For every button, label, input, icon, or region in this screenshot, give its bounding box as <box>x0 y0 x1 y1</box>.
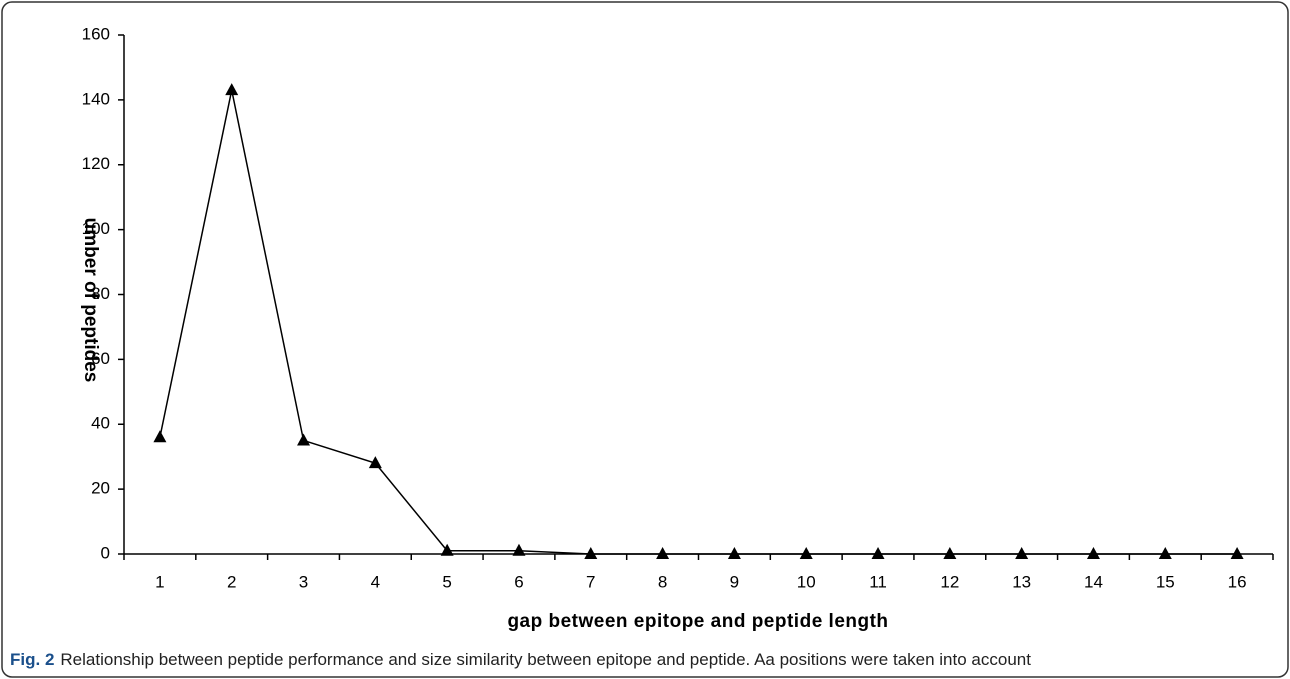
marker <box>512 543 526 556</box>
x-tick-label: 1 <box>155 572 164 591</box>
marker <box>440 543 454 556</box>
x-axis-label: gap between epitope and peptide length <box>507 611 888 632</box>
y-tick-label: 160 <box>82 24 110 43</box>
marker <box>871 547 885 559</box>
marker <box>297 433 311 446</box>
marker <box>153 430 167 443</box>
x-tick-label: 11 <box>869 572 887 591</box>
marker <box>368 456 382 469</box>
line <box>159 89 1238 555</box>
caption-label: Fig. 2 <box>10 650 54 669</box>
y-tick-label: 120 <box>82 154 110 173</box>
y-tick-label: 80 <box>91 284 110 303</box>
x-tick-label: 13 <box>1012 572 1031 591</box>
marker <box>656 547 670 559</box>
marker <box>727 547 741 559</box>
x-tick-label: 15 <box>1156 572 1175 591</box>
marker <box>584 547 598 559</box>
marker <box>943 547 957 559</box>
caption-text: Relationship between peptide performance… <box>60 650 1031 669</box>
x-tick-label: 4 <box>371 572 380 591</box>
y-tick-label: 40 <box>91 414 110 433</box>
marker <box>1230 547 1244 559</box>
marker <box>1015 547 1029 559</box>
x-tick-label: 12 <box>940 572 959 591</box>
x-tick-label: 2 <box>227 572 236 591</box>
marker <box>799 547 813 559</box>
x-tick-label: 10 <box>797 572 816 591</box>
y-tick-label: 100 <box>82 219 110 238</box>
y-tick-label: 20 <box>91 479 110 498</box>
x-tick-label: 6 <box>514 572 523 591</box>
x-tick-label: 8 <box>658 572 667 591</box>
y-tick-label: 60 <box>91 349 110 368</box>
marker <box>1086 547 1100 559</box>
y-axis-label: umber of peptides <box>80 218 101 383</box>
x-tick-label: 7 <box>586 572 595 591</box>
y-tick-label: 140 <box>82 89 110 108</box>
caption: Fig. 2 Relationship between peptide perfo… <box>10 650 1031 669</box>
x-tick-label: 3 <box>299 572 308 591</box>
y-tick-label: 0 <box>101 543 110 562</box>
x-tick-label: 16 <box>1228 572 1247 591</box>
marker <box>1158 547 1172 559</box>
x-tick-label: 5 <box>442 572 451 591</box>
marker <box>225 83 239 96</box>
x-tick-label: 9 <box>730 572 739 591</box>
x-tick-label: 14 <box>1084 572 1103 591</box>
